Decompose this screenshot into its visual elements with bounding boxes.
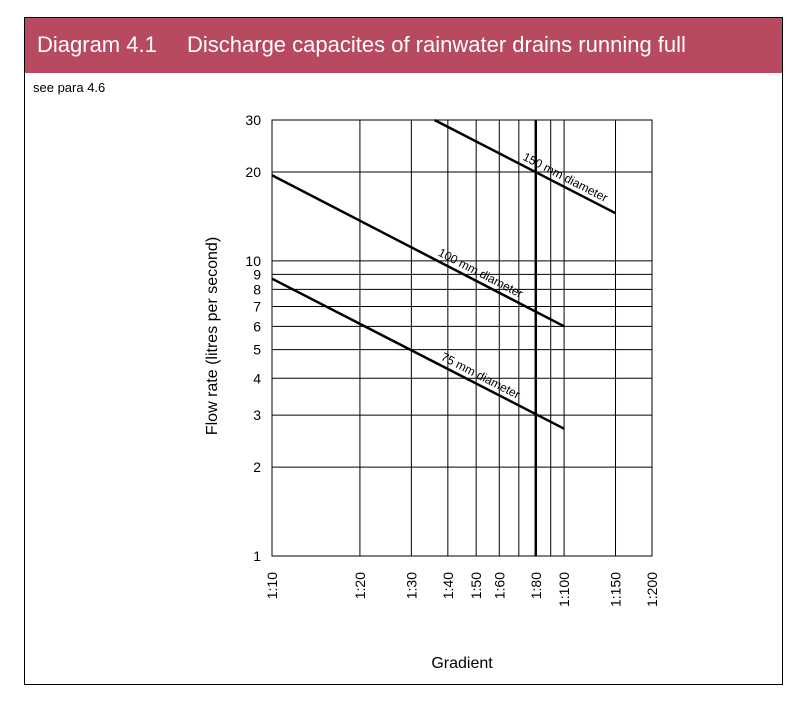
reference-note: see para 4.6 [33, 80, 106, 95]
series-label: 100 mm diameter [436, 245, 525, 300]
x-tick-label: 1:100 [556, 572, 572, 607]
y-tick-label: 9 [253, 266, 261, 282]
x-tick-label: 1:50 [468, 572, 484, 599]
x-tick-label: 1:60 [491, 572, 507, 599]
x-tick-label: 1:80 [528, 572, 544, 599]
series-line [271, 174, 565, 328]
x-tick-labels: 1:10 1:20 1:30 1:40 1:50 1:60 1:80 1:100 1:150 1:… [264, 572, 660, 607]
series-line [433, 118, 617, 215]
series-labels: 150 mm diameter 100 mm diameter 75 mm diam… [436, 150, 610, 402]
y-tick-label: 5 [253, 342, 261, 358]
x-tick-label: 1:40 [440, 572, 456, 599]
x-tick-label: 1:20 [352, 572, 368, 599]
y-tick-label: 1 [253, 548, 261, 564]
series-line [271, 277, 565, 430]
plot-border [271, 119, 653, 557]
series-label: 75 mm diameter [439, 350, 523, 402]
y-tick-label: 20 [245, 164, 261, 180]
y-tick-label: 3 [253, 407, 261, 423]
series-label: 150 mm diameter [521, 150, 610, 205]
diagram-header: Diagram 4.1 Discharge capacites of rainw… [25, 18, 782, 73]
y-axis-title: Flow rate (litres per second) [204, 237, 221, 435]
y-tick-label: 30 [245, 112, 261, 128]
diagram-number: Diagram 4.1 [37, 32, 157, 57]
diagram-title: Discharge capacites of rainwater drains … [187, 32, 686, 57]
x-tick-label: 1:10 [264, 572, 280, 599]
y-tick-label: 2 [253, 459, 261, 475]
x-tick-label: 1:150 [608, 572, 624, 607]
y-tick-label: 8 [253, 281, 261, 297]
y-tick-label: 6 [253, 318, 261, 334]
x-tick-label: 1:30 [403, 572, 419, 599]
x-tick-label: 1:200 [644, 572, 660, 607]
diagram-frame: Diagram 4.1 Discharge capacites of rainw… [24, 17, 783, 685]
y-tick-label: 7 [253, 299, 261, 315]
y-tick-label: 4 [253, 370, 261, 386]
y-tick-label: 10 [245, 253, 261, 269]
series-lines [271, 118, 617, 430]
x-axis-title: Gradient [431, 655, 493, 672]
